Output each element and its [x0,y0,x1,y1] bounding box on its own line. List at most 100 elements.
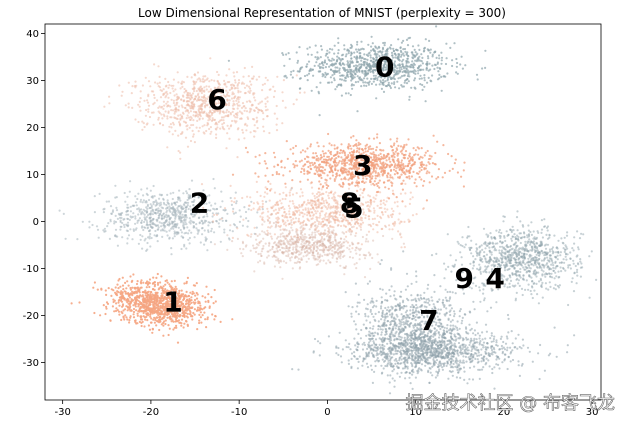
scatter-point [545,233,548,236]
scatter-point [519,260,522,263]
scatter-point [590,250,593,253]
scatter-point [186,276,189,279]
scatter-point [300,167,303,170]
scatter-point [509,244,512,248]
scatter-point [403,156,406,159]
scatter-point [127,234,131,237]
scatter-point [443,277,446,280]
scatter-point [309,67,312,70]
scatter-point [105,293,108,296]
scatter-point [151,331,154,334]
scatter-point [402,52,405,55]
scatter-point [124,200,127,203]
scatter-point [183,282,186,285]
scatter-point [396,154,399,157]
scatter-point [154,223,157,226]
scatter-point [459,251,462,254]
scatter-point [522,278,526,281]
scatter-point [324,75,327,79]
scatter-point [151,223,155,226]
scatter-point [117,301,120,304]
scatter-point [142,194,145,197]
scatter-point [413,163,416,166]
scatter-point [348,151,351,154]
scatter-point [409,198,412,201]
scatter-point [145,286,148,289]
scatter-point [185,302,188,305]
scatter-point [376,133,379,136]
scatter-point [394,52,397,55]
scatter-point [461,236,464,239]
scatter-point [544,251,547,254]
scatter-point [288,57,291,61]
scatter-point [355,144,358,147]
scatter-point [259,215,262,218]
scatter-point [307,53,310,56]
scatter-point [364,214,367,217]
scatter-point [552,266,555,269]
scatter-point [502,220,505,223]
scatter-point [341,53,345,56]
scatter-point [407,162,410,165]
scatter-point [231,173,235,176]
scatter-point [92,286,95,289]
scatter-point [266,192,269,195]
scatter-point [347,52,350,55]
scatter-point [165,230,168,233]
scatter-point [381,173,384,176]
scatter-point [196,232,199,235]
scatter-point [427,76,430,79]
scatter-point [142,305,145,308]
scatter-point [495,258,498,261]
scatter-point [124,281,127,284]
scatter-point [129,288,132,291]
scatter-point [155,300,158,303]
scatter-point [550,268,553,271]
scatter-point [407,80,410,83]
scatter-point [531,280,534,283]
scatter-point [412,62,415,65]
scatter-point [381,213,385,216]
scatter-point [436,140,439,143]
scatter-point [160,292,163,295]
scatter-point [344,55,347,58]
scatter-point [329,166,332,170]
scatter-point [372,196,375,199]
scatter-point [226,212,229,215]
scatter-point [540,269,543,272]
scatter-point [490,253,493,256]
scatter-point [358,63,361,66]
scatter-point [180,304,183,307]
scatter-point [317,64,320,67]
scatter-point [114,184,117,187]
scatter-point [322,145,325,148]
scatter-point [411,45,415,48]
scatter-point [392,50,395,53]
scatter-point [475,243,478,246]
scatter-point [183,223,186,226]
scatter-point [499,240,502,243]
scatter-point [404,165,407,168]
scatter-point [313,203,316,206]
scatter-point [165,213,168,217]
scatter-point [132,307,136,311]
scatter-point [153,281,156,284]
scatter-point [526,234,529,237]
scatter-point [408,98,411,101]
scatter-point [380,62,383,65]
scatter-point [543,273,546,276]
scatter-point [141,201,144,204]
scatter-point [358,55,362,58]
scatter-point [527,229,531,232]
scatter-point [169,216,172,219]
scatter-point [162,201,165,204]
scatter-point [379,75,383,78]
scatter-point [175,201,179,204]
scatter-point [407,61,410,64]
scatter-point [418,170,421,173]
scatter-point [443,262,446,265]
scatter-point [372,151,375,154]
scatter-point [383,181,386,184]
scatter-point [171,221,174,224]
scatter-point [429,79,432,82]
